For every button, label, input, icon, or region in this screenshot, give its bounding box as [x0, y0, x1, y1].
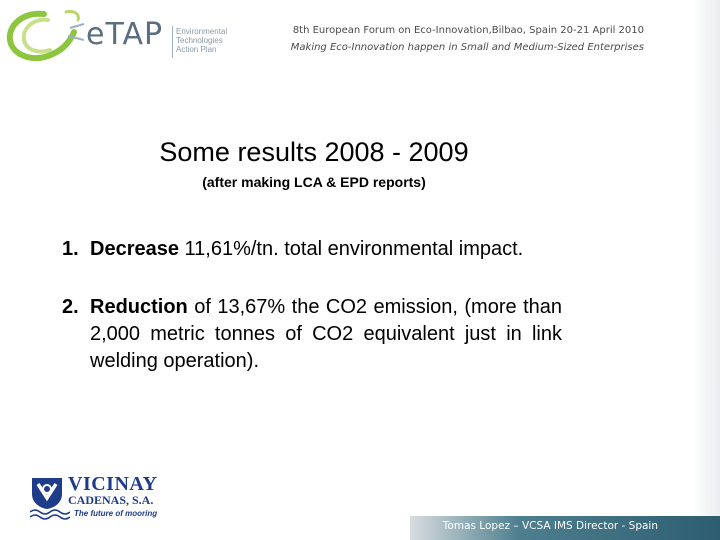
list-item-keyword: Decrease	[90, 238, 179, 260]
results-list: 1. Decrease 11,61%/tn. total environment…	[62, 236, 562, 375]
vicinay-name: VICINAY	[68, 473, 158, 495]
logo-subtext-line: Action Plan	[176, 45, 217, 54]
vicinay-logo: VICINAY CADENAS, S.A. The future of moor…	[30, 474, 180, 522]
list-item-text: 11,61%/tn. total environmental impact.	[178, 238, 524, 260]
list-item-text: of 13,67% the CO2 emission, (more than 2…	[90, 296, 562, 372]
etap-swirl-icon	[6, 10, 84, 61]
slide-header: eTAP Environmental Technologies Action P…	[0, 0, 720, 70]
logo-subtext-line: Environmental	[176, 27, 228, 36]
slide-title: Some results 2008 - 2009	[159, 137, 469, 167]
footer-band	[410, 516, 720, 540]
list-item-keyword: Reduction	[90, 296, 188, 318]
presenter-credit: Tomas Lopez – VCSA IMS Director - Spain	[442, 520, 658, 532]
event-subtitle: Making Eco-Innovation happen in Small an…	[290, 42, 644, 53]
etap-logo: eTAP Environmental Technologies Action P…	[4, 6, 244, 64]
waves-icon	[30, 509, 70, 520]
event-title: 8th European Forum on Eco-Innovation,Bil…	[292, 25, 644, 36]
list-item: 1. Decrease 11,61%/tn. total environment…	[62, 236, 562, 263]
event-info: 8th European Forum on Eco-Innovation,Bil…	[291, 22, 644, 56]
slide-subtitle: (after making LCA & EPD reports)	[202, 174, 426, 190]
list-item-number: 2.	[62, 296, 79, 318]
etap-subtext: Environmental Technologies Action Plan	[176, 27, 227, 54]
vicinay-tagline: The future of mooring	[74, 509, 158, 518]
logo-subtext-line: Technologies	[176, 36, 223, 45]
logo-divider	[172, 26, 173, 58]
vicinay-subname: CADENAS, S.A.	[68, 493, 154, 507]
etap-wordmark: eTAP	[86, 17, 164, 52]
page-edge-shadow	[692, 0, 720, 540]
list-item-number: 1.	[62, 238, 79, 260]
list-item: 2. Reduction of 13,67% the CO2 emission,…	[62, 294, 562, 375]
vicinay-shield-icon	[32, 478, 62, 509]
